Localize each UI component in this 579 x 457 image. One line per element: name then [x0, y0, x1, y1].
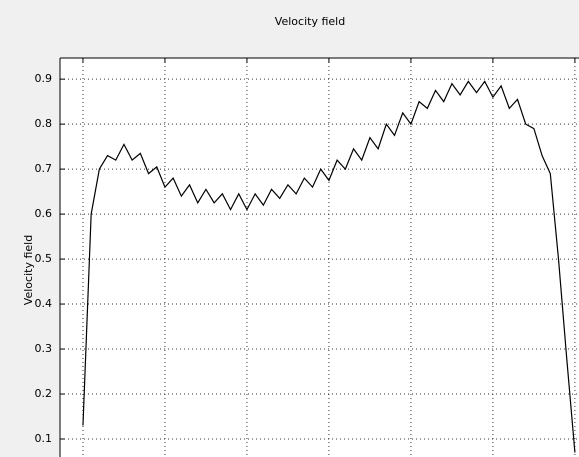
y-tick-label: 0.5: [35, 252, 53, 265]
y-tick-label: 0.4: [35, 297, 53, 310]
axes-background: [60, 58, 579, 457]
y-tick-label: 0.2: [35, 387, 53, 400]
y-tick-label: 0.1: [35, 432, 53, 445]
data-line: [82, 80, 576, 453]
y-tick-label: 0.7: [35, 162, 53, 175]
y-tick-label: 0.3: [35, 342, 53, 355]
y-tick-label: 0.9: [35, 72, 53, 85]
chart-title: Velocity field: [275, 15, 345, 28]
y-tick-label: 0.8: [35, 117, 53, 130]
y-tick-label: 0.6: [35, 207, 53, 220]
y-axis-label: Velocity field: [22, 235, 35, 305]
